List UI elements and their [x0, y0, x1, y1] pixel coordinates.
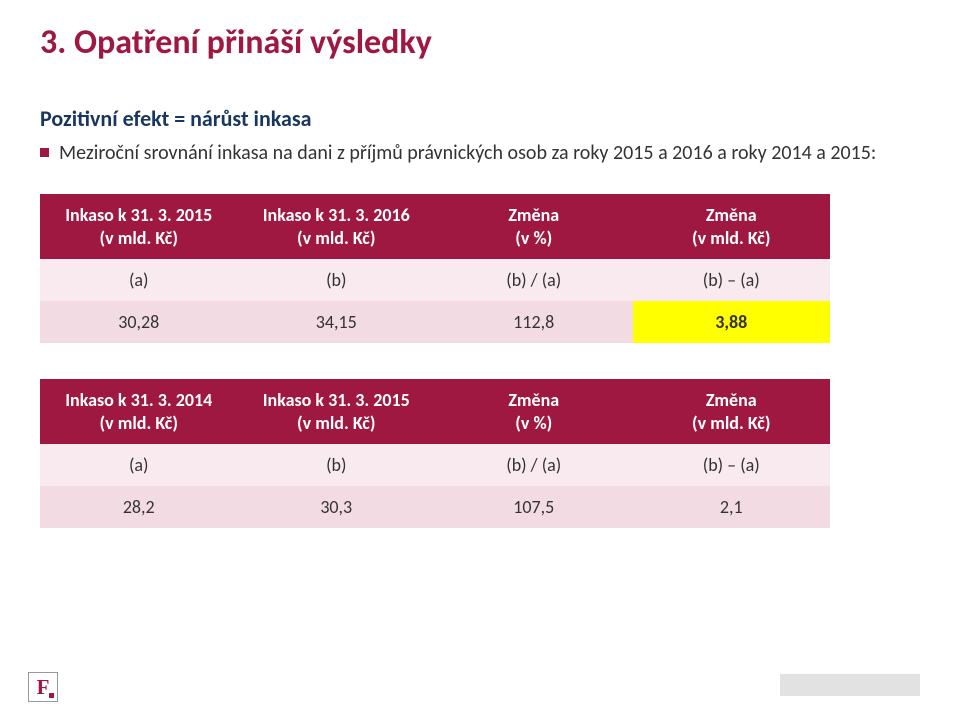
table-header: Inkaso k 31. 3. 2014(v mld. Kč) — [40, 379, 238, 444]
bullet-block: Meziroční srovnání inkasa na dani z příj… — [40, 140, 920, 166]
table-header: Změna(v %) — [435, 379, 633, 444]
table-cell: (a) — [40, 444, 238, 486]
footer-letter: F — [37, 675, 50, 700]
table-cell: 34,15 — [238, 301, 436, 343]
table-cell: 30,28 — [40, 301, 238, 343]
table-header: Změna(v mld. Kč) — [633, 194, 831, 259]
footer-dot-icon — [49, 693, 54, 698]
subtitle: Pozitivní efekt = nárůst inkasa — [40, 105, 920, 132]
table-cell: (b) – (a) — [633, 444, 831, 486]
table-cell: (b) / (a) — [435, 259, 633, 301]
table-header: Inkaso k 31. 3. 2015(v mld. Kč) — [238, 379, 436, 444]
table-header: Změna(v mld. Kč) — [633, 379, 831, 444]
table-cell: 107,5 — [435, 486, 633, 528]
table-header: Inkaso k 31. 3. 2016(v mld. Kč) — [238, 194, 436, 259]
table-row: (a)(b)(b) / (a)(b) – (a) — [40, 259, 830, 301]
table-cell: (b) / (a) — [435, 444, 633, 486]
table-header: Inkaso k 31. 3. 2015(v mld. Kč) — [40, 194, 238, 259]
comparison-table-2014-2015: Inkaso k 31. 3. 2014(v mld. Kč)Inkaso k … — [40, 379, 830, 528]
footer-logo: F — [28, 672, 58, 702]
page-title: 3. Opatření přináší výsledky — [40, 22, 920, 63]
table-row: 28,230,3107,52,1 — [40, 486, 830, 528]
table-cell: (b) — [238, 259, 436, 301]
table-cell: 30,3 — [238, 486, 436, 528]
table-cell: 3,88 — [633, 301, 831, 343]
table-cell: (b) – (a) — [633, 259, 831, 301]
table-cell: 28,2 — [40, 486, 238, 528]
table-row: (a)(b)(b) / (a)(b) – (a) — [40, 444, 830, 486]
table-cell: (a) — [40, 259, 238, 301]
table-cell: 112,8 — [435, 301, 633, 343]
table-row: 30,2834,15112,83,88 — [40, 301, 830, 343]
footer-placeholder — [780, 674, 920, 696]
table-cell: 2,1 — [633, 486, 831, 528]
table-cell: (b) — [238, 444, 436, 486]
comparison-table-2015-2016: Inkaso k 31. 3. 2015(v mld. Kč)Inkaso k … — [40, 194, 830, 343]
bullet-text: Meziroční srovnání inkasa na dani z příj… — [59, 140, 876, 166]
bullet-icon — [40, 148, 49, 157]
table-header: Změna(v %) — [435, 194, 633, 259]
